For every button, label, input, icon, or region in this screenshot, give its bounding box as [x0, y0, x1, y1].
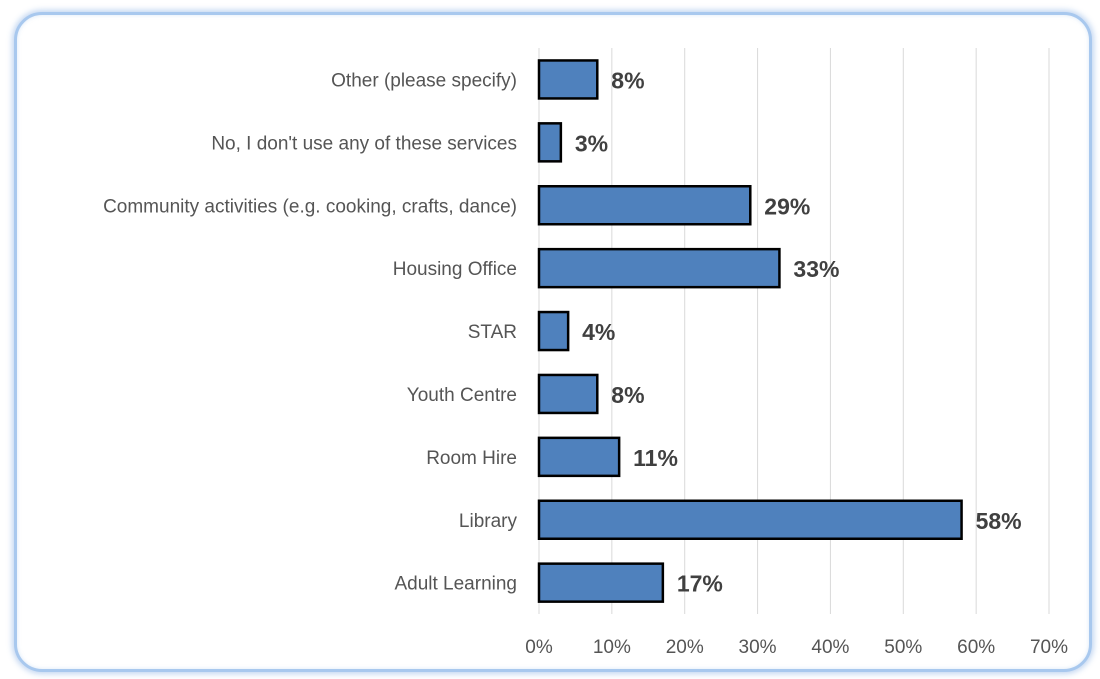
bar: [537, 499, 963, 540]
category-label: Other (please specify): [331, 70, 517, 91]
data-label: 8%: [611, 382, 644, 408]
bar: [537, 310, 570, 352]
data-label: 3%: [575, 130, 608, 156]
category-label: Housing Office: [393, 259, 517, 280]
category-label: No, I don't use any of these services: [211, 133, 517, 154]
data-label: 17%: [677, 571, 723, 597]
bar: [537, 562, 665, 603]
data-label: 11%: [633, 445, 678, 471]
category-label: Room Hire: [426, 448, 517, 469]
category-label: Library: [459, 511, 518, 532]
labels: 0% 10% 20% 30% 40% 50% 60% 70% Other (please spe…: [103, 67, 1068, 658]
x-tick-label: 20%: [666, 637, 704, 658]
category-label: Community activities (e.g. cooking, craf…: [103, 196, 517, 217]
bar: [537, 436, 621, 478]
data-label: 8%: [611, 67, 644, 93]
x-tick-label: 30%: [739, 637, 777, 658]
data-label: 58%: [976, 508, 1022, 534]
bars: [537, 59, 963, 603]
data-label: 4%: [582, 319, 615, 345]
data-label: 33%: [793, 256, 839, 282]
category-label: STAR: [468, 322, 517, 343]
bar: [537, 247, 781, 289]
x-tick-label: 10%: [593, 637, 631, 658]
x-tick-label: 60%: [957, 637, 995, 658]
bar: [537, 373, 599, 415]
category-label: Adult Learning: [394, 574, 517, 595]
x-tick-label: 0%: [525, 637, 553, 658]
category-label: Youth Centre: [407, 385, 517, 406]
bar: [537, 185, 752, 226]
x-tick-label: 70%: [1030, 637, 1068, 658]
bar: [537, 59, 599, 100]
data-label: 29%: [764, 193, 810, 219]
x-tick-label: 50%: [884, 637, 922, 658]
bar: [537, 122, 563, 163]
x-tick-label: 40%: [811, 637, 849, 658]
